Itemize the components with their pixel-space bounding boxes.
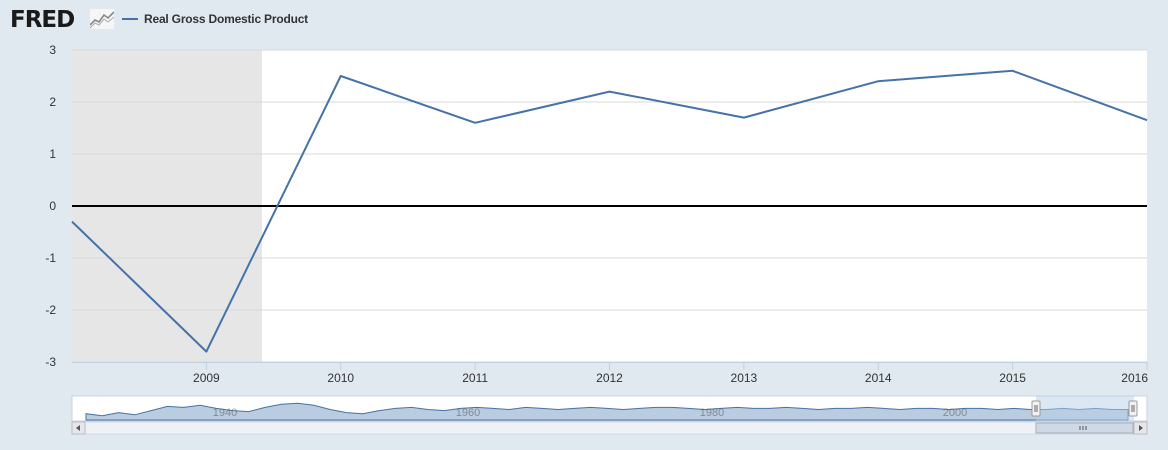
data-point[interactable] bbox=[1144, 117, 1150, 123]
x-tick-label: 2016 bbox=[1121, 371, 1148, 385]
legend-label: Real Gross Domestic Product bbox=[144, 12, 308, 26]
scrollbar-thumb[interactable] bbox=[1035, 422, 1134, 434]
x-tick-label: 2014 bbox=[865, 371, 892, 385]
data-point[interactable] bbox=[607, 89, 613, 95]
data-point[interactable] bbox=[1010, 68, 1016, 74]
legend-swatch bbox=[122, 18, 138, 20]
navigator-label: 1940 bbox=[213, 407, 237, 419]
navigator-handle-left[interactable] bbox=[1031, 400, 1041, 417]
navigator-label: 1980 bbox=[700, 407, 724, 419]
y-tick-label: -3 bbox=[45, 355, 56, 369]
legend[interactable]: Real Gross Domestic Product bbox=[122, 12, 308, 26]
navigator-handle-right[interactable] bbox=[1128, 400, 1138, 417]
chevron-right-icon bbox=[1139, 425, 1143, 431]
navigator-label: 1960 bbox=[456, 407, 480, 419]
navigator-label: 2000 bbox=[943, 407, 967, 419]
y-tick-label: 3 bbox=[49, 43, 56, 57]
line-graph-icon bbox=[90, 9, 114, 29]
y-tick-label: -1 bbox=[45, 251, 56, 265]
x-tick-label: 2011 bbox=[462, 371, 488, 385]
x-tick-label: 2013 bbox=[731, 371, 758, 385]
y-tick-label: 1 bbox=[49, 147, 56, 161]
data-point[interactable] bbox=[741, 115, 747, 121]
x-tick-label: 2010 bbox=[327, 371, 354, 385]
y-tick-label: 0 bbox=[49, 199, 56, 213]
y-tick-label: -2 bbox=[45, 303, 56, 317]
scrollbar-track[interactable] bbox=[71, 421, 1148, 435]
chart-header: FRED Real Gross Domestic Product bbox=[0, 0, 1168, 40]
chevron-left-icon bbox=[76, 425, 80, 431]
data-point[interactable] bbox=[875, 78, 881, 84]
data-point[interactable] bbox=[203, 349, 209, 355]
data-point[interactable] bbox=[69, 219, 75, 225]
series-line[interactable] bbox=[71, 69, 1148, 353]
navigator-series bbox=[85, 402, 1129, 421]
x-tick-label: 2015 bbox=[999, 371, 1026, 385]
fred-logo[interactable]: FRED bbox=[10, 7, 75, 33]
navigator-selection[interactable] bbox=[1036, 396, 1134, 421]
data-point[interactable] bbox=[338, 73, 344, 79]
y-tick-label: 2 bbox=[49, 95, 56, 109]
x-tick-label: 2009 bbox=[193, 371, 220, 385]
data-point[interactable] bbox=[472, 120, 478, 126]
x-tick-label: 2012 bbox=[596, 371, 623, 385]
